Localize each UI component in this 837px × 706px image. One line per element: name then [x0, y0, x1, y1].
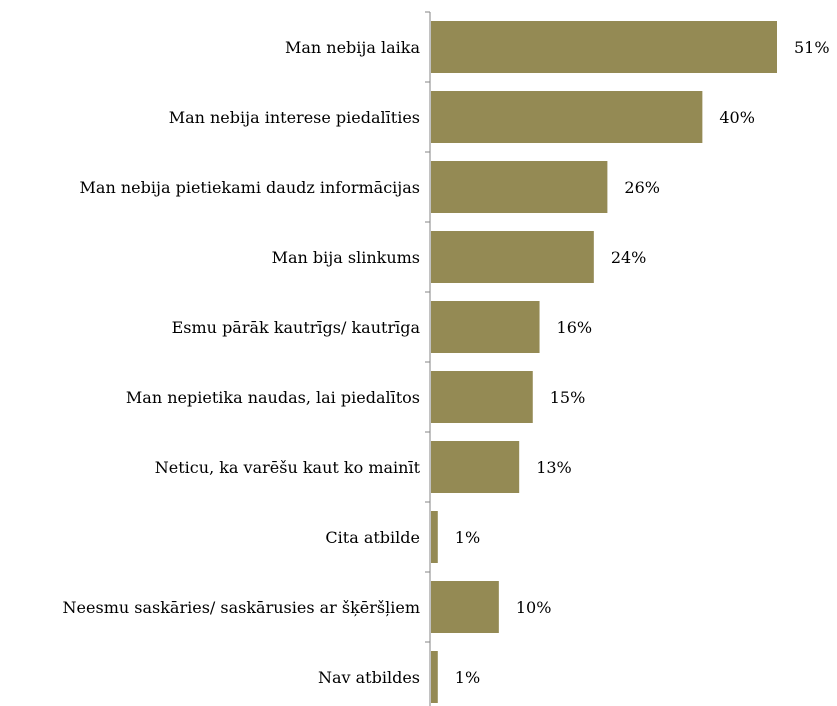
category-label: Man nebija interese piedalīties — [169, 108, 420, 127]
bar — [431, 371, 533, 423]
value-label: 40% — [719, 108, 755, 127]
bar — [431, 301, 540, 353]
category-label: Man nebija pietiekami daudz informācijas — [80, 178, 420, 197]
value-label: 26% — [624, 178, 660, 197]
bar — [431, 231, 594, 283]
bars-group — [431, 21, 777, 703]
bar — [431, 651, 438, 703]
bar — [431, 91, 703, 143]
category-label: Man nebija laika — [285, 38, 421, 57]
value-label: 16% — [557, 318, 593, 337]
category-label: Man nepietika naudas, lai piedalītos — [126, 388, 420, 407]
bar — [431, 21, 777, 73]
value-label: 24% — [611, 248, 647, 267]
bar — [431, 511, 438, 563]
bar — [431, 581, 499, 633]
category-label: Man bija slinkums — [272, 248, 420, 267]
value-label: 10% — [516, 598, 552, 617]
value-label: 51% — [794, 38, 830, 57]
value-label: 1% — [455, 668, 480, 687]
value-label: 13% — [536, 458, 572, 477]
bar — [431, 161, 608, 213]
category-label: Neesmu saskāries/ saskārusies ar šķēršļi… — [63, 598, 420, 617]
value-label: 1% — [455, 528, 480, 547]
category-label: Esmu pārāk kautrīgs/ kautrīga — [172, 318, 421, 337]
category-label: Neticu, ka varēšu kaut ko mainīt — [155, 458, 421, 477]
bar — [431, 441, 520, 493]
labels-group: Man nebija laika 51% Man nebija interese p… — [63, 38, 830, 687]
category-label: Nav atbildes — [318, 668, 420, 687]
value-label: 15% — [550, 388, 586, 407]
category-axis — [425, 11, 431, 706]
category-label: Cita atbilde — [325, 528, 420, 547]
